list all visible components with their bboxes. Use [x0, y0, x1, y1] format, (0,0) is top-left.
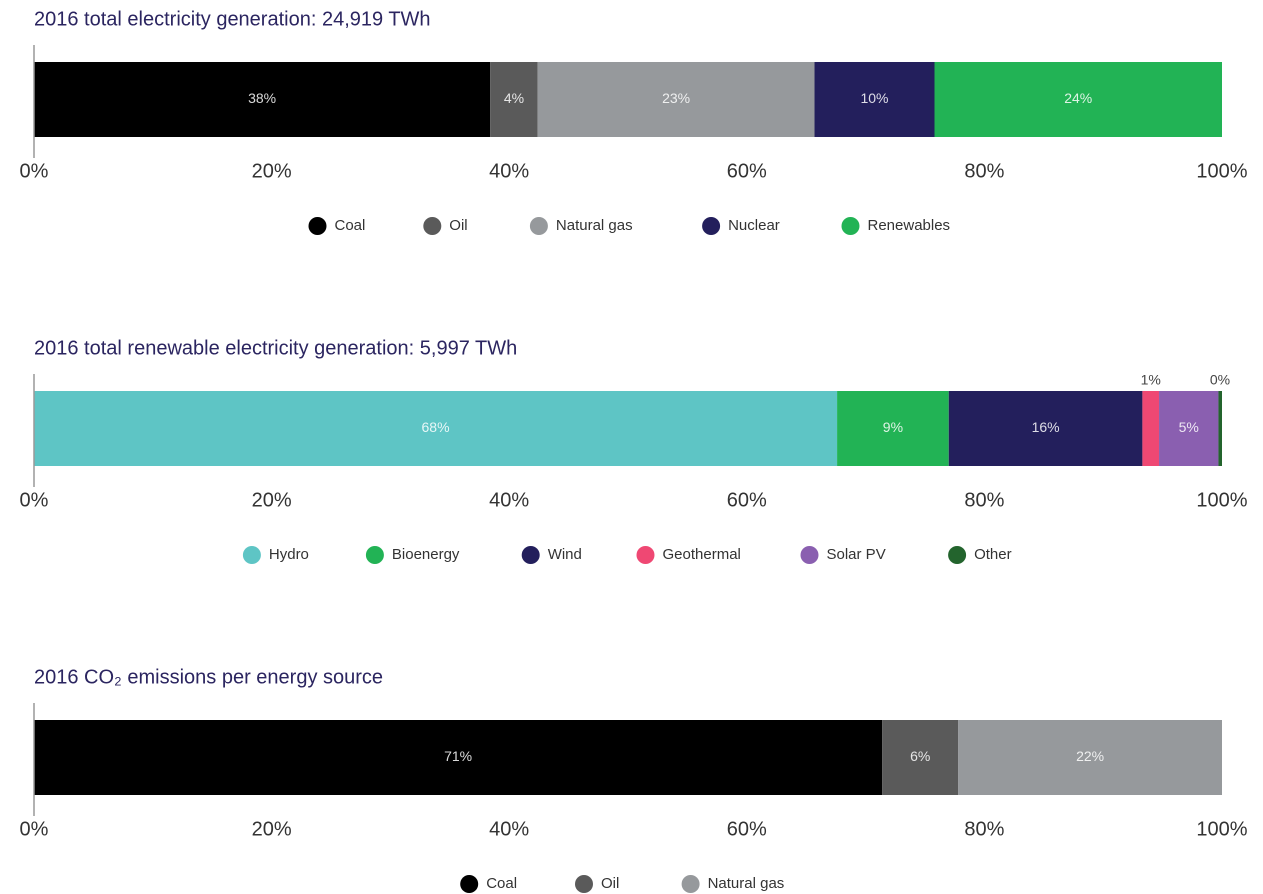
- legend-label: Oil: [449, 217, 467, 234]
- bar-segment: [958, 720, 1222, 795]
- legend-label: Bioenergy: [392, 546, 460, 563]
- legend-swatch: [308, 217, 327, 235]
- bar-segment: [837, 391, 949, 466]
- x-tick-label: 0%: [20, 160, 49, 182]
- x-tick-label: 100%: [1196, 818, 1247, 840]
- data-label: 4%: [504, 90, 524, 106]
- x-tick-label: 80%: [964, 818, 1004, 840]
- legend-swatch: [841, 217, 860, 235]
- legend-swatch: [365, 546, 384, 564]
- data-label: 9%: [883, 419, 903, 435]
- legend-label: Renewables: [868, 217, 951, 234]
- x-tick-label: 0%: [20, 489, 49, 511]
- x-tick-label: 60%: [727, 489, 767, 511]
- x-tick-label: 100%: [1196, 160, 1247, 182]
- data-label: 6%: [910, 748, 930, 764]
- x-tick-label: 80%: [964, 489, 1004, 511]
- legend-label: Solar PV: [827, 546, 886, 563]
- chart-title: 2016 total renewable electricity generat…: [34, 337, 517, 359]
- data-label: 0%: [1210, 372, 1230, 388]
- data-label: 71%: [444, 748, 472, 764]
- x-tick-label: 20%: [252, 160, 292, 182]
- x-tick-label: 20%: [252, 818, 292, 840]
- legend-swatch: [521, 546, 540, 564]
- legend-label: Natural gas: [556, 217, 633, 234]
- x-tick-label: 80%: [964, 160, 1004, 182]
- data-label: 16%: [1032, 419, 1060, 435]
- data-label: 38%: [248, 90, 276, 106]
- bar-segment: [34, 720, 883, 795]
- legend-label: Wind: [548, 546, 582, 563]
- bar-segment: [34, 391, 838, 466]
- x-tick-label: 40%: [489, 160, 529, 182]
- bar-segment: [1142, 391, 1160, 466]
- data-label: 24%: [1064, 90, 1092, 106]
- chart-title: 2016 total electricity generation: 24,91…: [34, 8, 431, 30]
- legend-swatch: [242, 546, 261, 564]
- x-tick-label: 20%: [252, 489, 292, 511]
- legend-swatch: [575, 875, 593, 893]
- x-tick-label: 40%: [489, 489, 529, 511]
- x-tick-label: 60%: [727, 818, 767, 840]
- legend-swatch: [529, 217, 548, 235]
- legend-label: Oil: [601, 875, 619, 892]
- x-tick-label: 40%: [489, 818, 529, 840]
- legend-label: Coal: [486, 875, 517, 892]
- legend-label: Nuclear: [728, 217, 780, 234]
- legend-swatch: [681, 875, 700, 893]
- data-label: 22%: [1076, 748, 1104, 764]
- bar-segment: [490, 62, 538, 137]
- bar-segment: [537, 62, 815, 137]
- bar-segment: [934, 62, 1222, 137]
- x-tick-label: 0%: [20, 818, 49, 840]
- legend-label: Other: [974, 546, 1012, 563]
- bar-segment: [34, 62, 491, 137]
- bar-segment: [1159, 391, 1219, 466]
- data-label: 68%: [422, 419, 450, 435]
- bar-segment: [948, 391, 1143, 466]
- bar-segment: [1218, 391, 1222, 466]
- chart-title: 2016 CO₂ emissions per energy source: [34, 666, 383, 688]
- legend-swatch: [423, 217, 442, 235]
- data-label: 23%: [662, 90, 690, 106]
- legend-swatch: [702, 217, 721, 235]
- x-tick-label: 60%: [727, 160, 767, 182]
- legend-swatch: [948, 546, 967, 564]
- legend-swatch: [636, 546, 655, 564]
- x-tick-label: 100%: [1196, 489, 1247, 511]
- data-label: 10%: [860, 90, 888, 106]
- legend-swatch: [800, 546, 819, 564]
- data-label: 1%: [1141, 372, 1161, 388]
- legend-label: Geothermal: [663, 546, 741, 563]
- bar-segment: [882, 720, 959, 795]
- legend-label: Coal: [335, 217, 366, 234]
- legend-label: Hydro: [269, 546, 309, 563]
- data-label: 5%: [1179, 419, 1199, 435]
- legend-label: Natural gas: [708, 875, 785, 892]
- legend-swatch: [460, 875, 479, 893]
- bar-segment: [814, 62, 935, 137]
